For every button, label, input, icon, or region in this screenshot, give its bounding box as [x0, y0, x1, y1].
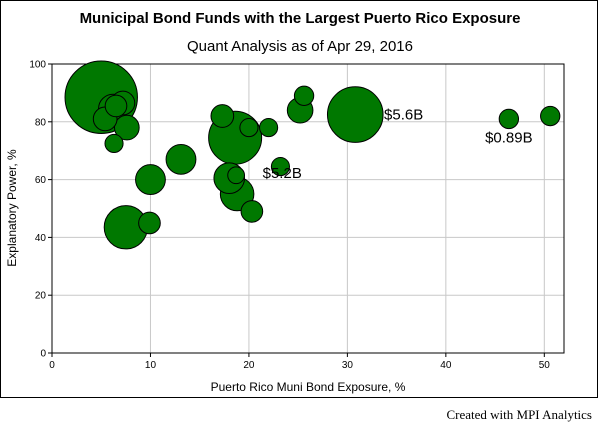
bubble: [498, 108, 520, 130]
footer-credit: Created with MPI Analytics: [446, 407, 592, 422]
bubble: [227, 166, 246, 185]
chart-title: Municipal Bond Funds with the Largest Pu…: [79, 10, 521, 27]
x-tick-label: 40: [440, 360, 452, 371]
bubble: [165, 143, 197, 175]
y-tick-label: 60: [35, 175, 47, 186]
chart-subtitle: Quant Analysis as of Apr 29, 2016: [187, 38, 413, 55]
bubble: [138, 211, 161, 235]
bubble: [326, 86, 384, 143]
bubble: [239, 118, 259, 138]
bubble: [293, 85, 315, 106]
bubble: [210, 104, 235, 128]
bubble-labels: $5.2B $5.6B $0.89B: [263, 107, 533, 183]
bubble-label: $0.89B: [485, 130, 533, 147]
x-tick-label: 10: [145, 360, 157, 371]
axis-ticks: 0 10 20 30 40 50 0 20 40 60 80 100: [29, 60, 550, 372]
bubble-label: $5.2B: [263, 165, 302, 182]
bubbles: [64, 60, 561, 250]
y-tick-label: 40: [35, 233, 47, 244]
bubble: [270, 157, 290, 177]
x-tick-label: 20: [243, 360, 255, 371]
chart-frame: [0, 0, 598, 398]
bubble: [104, 133, 124, 154]
y-tick-label: 100: [29, 60, 46, 71]
y-tick-label: 0: [40, 349, 46, 360]
bubble: [104, 94, 128, 118]
bubble-label: $5.6B: [384, 107, 423, 124]
bubble: [135, 164, 166, 196]
y-tick-label: 80: [35, 117, 47, 128]
x-axis-label: Puerto Rico Muni Bond Exposure, %: [211, 380, 406, 394]
plot-area: [51, 63, 565, 354]
bubble: [240, 200, 264, 223]
y-tick-label: 20: [35, 291, 47, 302]
bubble: [113, 114, 140, 141]
x-tick-label: 30: [342, 360, 354, 371]
bubble: [259, 118, 279, 138]
y-axis-label: Explanatory Power, %: [5, 149, 19, 267]
x-tick-label: 0: [49, 360, 55, 371]
bubble: [540, 105, 561, 127]
bubble-chart: 0 10 20 30 40 50 0 20 40 60 80 100 $5.2B $5.6B $0.89B…: [5, 60, 565, 394]
x-tick-label: 50: [539, 360, 551, 371]
